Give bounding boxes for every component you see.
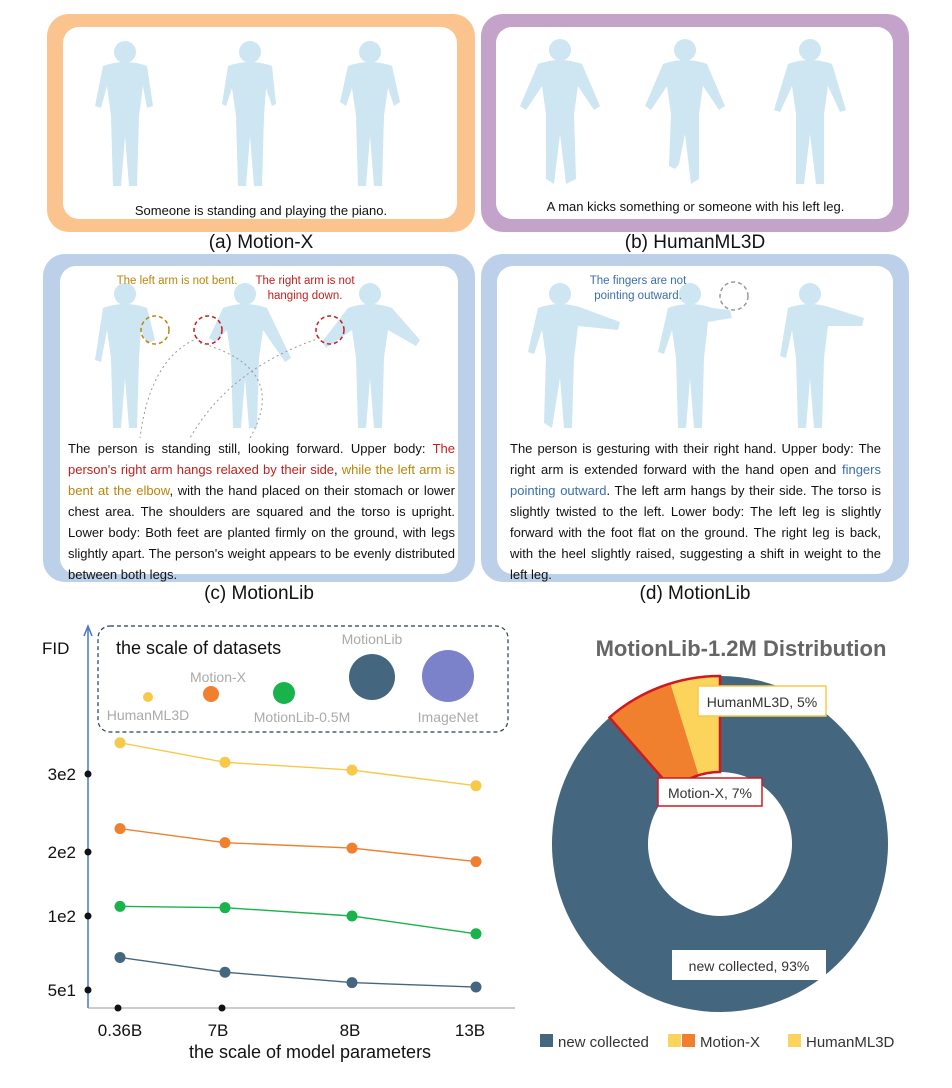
legend-bubble: [143, 692, 153, 702]
x-axis-label: the scale of model parameters: [189, 1042, 431, 1062]
dataset-scale-legend: the scale of datasets HumanML3D Motion-X Mo…: [97, 625, 509, 733]
legend-label: new collected: [558, 1034, 649, 1051]
y-axis-label: FID: [42, 639, 69, 658]
data-point: [219, 966, 231, 978]
panel-d-annotation-fingers: The fingers are not pointing outward.: [589, 275, 687, 302]
y-tick-label: 1e2: [48, 907, 76, 926]
y-tick-mark: [84, 770, 92, 778]
panel-a-caption: (a) Motion-X: [208, 232, 314, 253]
panel-a-description: Someone is standing and playing the pian…: [134, 203, 388, 218]
y-tick-mark: [84, 986, 92, 994]
data-point: [219, 756, 231, 768]
panel-a-figures: [95, 41, 400, 186]
legend-label: HumanML3D: [107, 707, 189, 723]
data-point: [114, 737, 126, 749]
legend-label: Motion-X: [190, 669, 247, 685]
data-point: [346, 764, 358, 776]
data-point: [114, 823, 126, 835]
data-point: [470, 856, 482, 868]
panel-c-text-1: The person is standing still, looking fo…: [68, 441, 433, 456]
data-point: [219, 837, 231, 849]
donut-title: MotionLib-1.2M Distribution: [596, 636, 887, 661]
slice-motion-x: [609, 683, 699, 790]
svg-text:Motion-X, 7%: Motion-X, 7%: [668, 785, 752, 801]
panel-c-text-2: ,: [334, 462, 342, 477]
x-tick-label: 8B: [340, 1021, 361, 1040]
data-point: [470, 780, 482, 792]
legend-swatch: [668, 1034, 681, 1047]
y-tick-mark: [84, 848, 92, 856]
data-point: [470, 928, 482, 940]
data-point: [470, 981, 482, 993]
x-tick-label: 13B: [455, 1021, 485, 1040]
y-tick-label: 5e1: [48, 981, 76, 1000]
legend-swatch: [540, 1034, 553, 1047]
legend-swatch: [682, 1034, 695, 1047]
legend-bubble: [203, 686, 219, 702]
panel-c-text-3: , with the hand placed on their stomach …: [68, 483, 455, 582]
legend-bubble: [273, 682, 295, 704]
series-line: [119, 905, 477, 935]
label-motion-x: Motion-X, 7%: [657, 777, 763, 807]
x-tick-label: 0.36B: [98, 1021, 142, 1040]
series-line: [119, 956, 477, 988]
panel-d-caption: (d) MotionLib: [639, 583, 751, 604]
legend-label: Motion-X: [700, 1034, 760, 1051]
data-point: [114, 951, 126, 963]
label-humanml3d: HumanML3D, 5%: [697, 685, 827, 717]
panel-c-caption: (c) MotionLib: [204, 583, 314, 604]
y-tick-mark: [84, 912, 92, 920]
fid-scaling-chart: FID the scale of model parameters 5e1 1e2 2e…: [42, 623, 515, 1062]
donut-legend: new collected Motion-X HumanML3D: [540, 1034, 895, 1051]
panel-d-text-2: . The left arm hangs by their side. The …: [510, 483, 882, 582]
x-tick-mark: [114, 1004, 122, 1012]
distribution-donut-chart: MotionLib-1.2M Distribution HumanML3D, 5%…: [540, 636, 895, 1051]
label-new-collected: new collected, 93%: [672, 950, 826, 980]
series-line: [119, 827, 477, 863]
panel-b-figures: [520, 39, 846, 184]
legend-swatch: [788, 1034, 801, 1047]
legend-label: ImageNet: [418, 709, 479, 725]
panel-c-annotation-right-arm: The right arm is not hanging down.: [255, 275, 355, 302]
panel-d-text-1: The person is gesturing with their right…: [510, 441, 881, 477]
x-tick-mark: [218, 1004, 226, 1012]
data-point: [346, 910, 358, 922]
panel-c-description: The person is standing still, looking fo…: [68, 438, 455, 585]
data-point: [346, 842, 358, 854]
legend-label: MotionLib: [342, 631, 403, 647]
y-tick-label: 3e2: [48, 765, 76, 784]
panel-c-text-highlight-right-arm: The person's right arm hangs relaxed by …: [68, 441, 455, 477]
slice-new-collected: [552, 676, 888, 1012]
panel-d-description: The person is gesturing with their right…: [510, 438, 881, 585]
series-line: [119, 742, 477, 787]
panel-d-figures: [528, 281, 864, 428]
x-tick-label: 7B: [208, 1021, 229, 1040]
legend-label: MotionLib-0.5M: [254, 709, 351, 725]
y-axis-arrow: [83, 623, 93, 637]
legend-title: the scale of datasets: [116, 638, 281, 658]
legend-bubble: [422, 650, 474, 702]
y-tick-label: 2e2: [48, 843, 76, 862]
data-point: [114, 900, 126, 912]
panel-d-text-highlight-fingers: fingers pointing outward: [510, 462, 881, 498]
legend-box: [97, 625, 509, 733]
panel-c-annotation-left-arm: The left arm is not bent.: [116, 275, 238, 287]
legend-bubble: [349, 654, 395, 700]
panel-c-figures: [95, 283, 420, 439]
data-point: [219, 902, 231, 914]
panel-c-text-highlight-left-arm: while the left arm is bent at the elbow: [68, 462, 455, 498]
data-point: [346, 977, 358, 989]
svg-text:new collected, 93%: new collected, 93%: [689, 958, 810, 974]
panel-b-description: A man kicks something or someone with hi…: [546, 199, 845, 214]
legend-label: HumanML3D: [806, 1034, 895, 1051]
panel-b-caption: (b) HumanML3D: [624, 232, 766, 253]
svg-text:HumanML3D, 5%: HumanML3D, 5%: [707, 694, 818, 710]
